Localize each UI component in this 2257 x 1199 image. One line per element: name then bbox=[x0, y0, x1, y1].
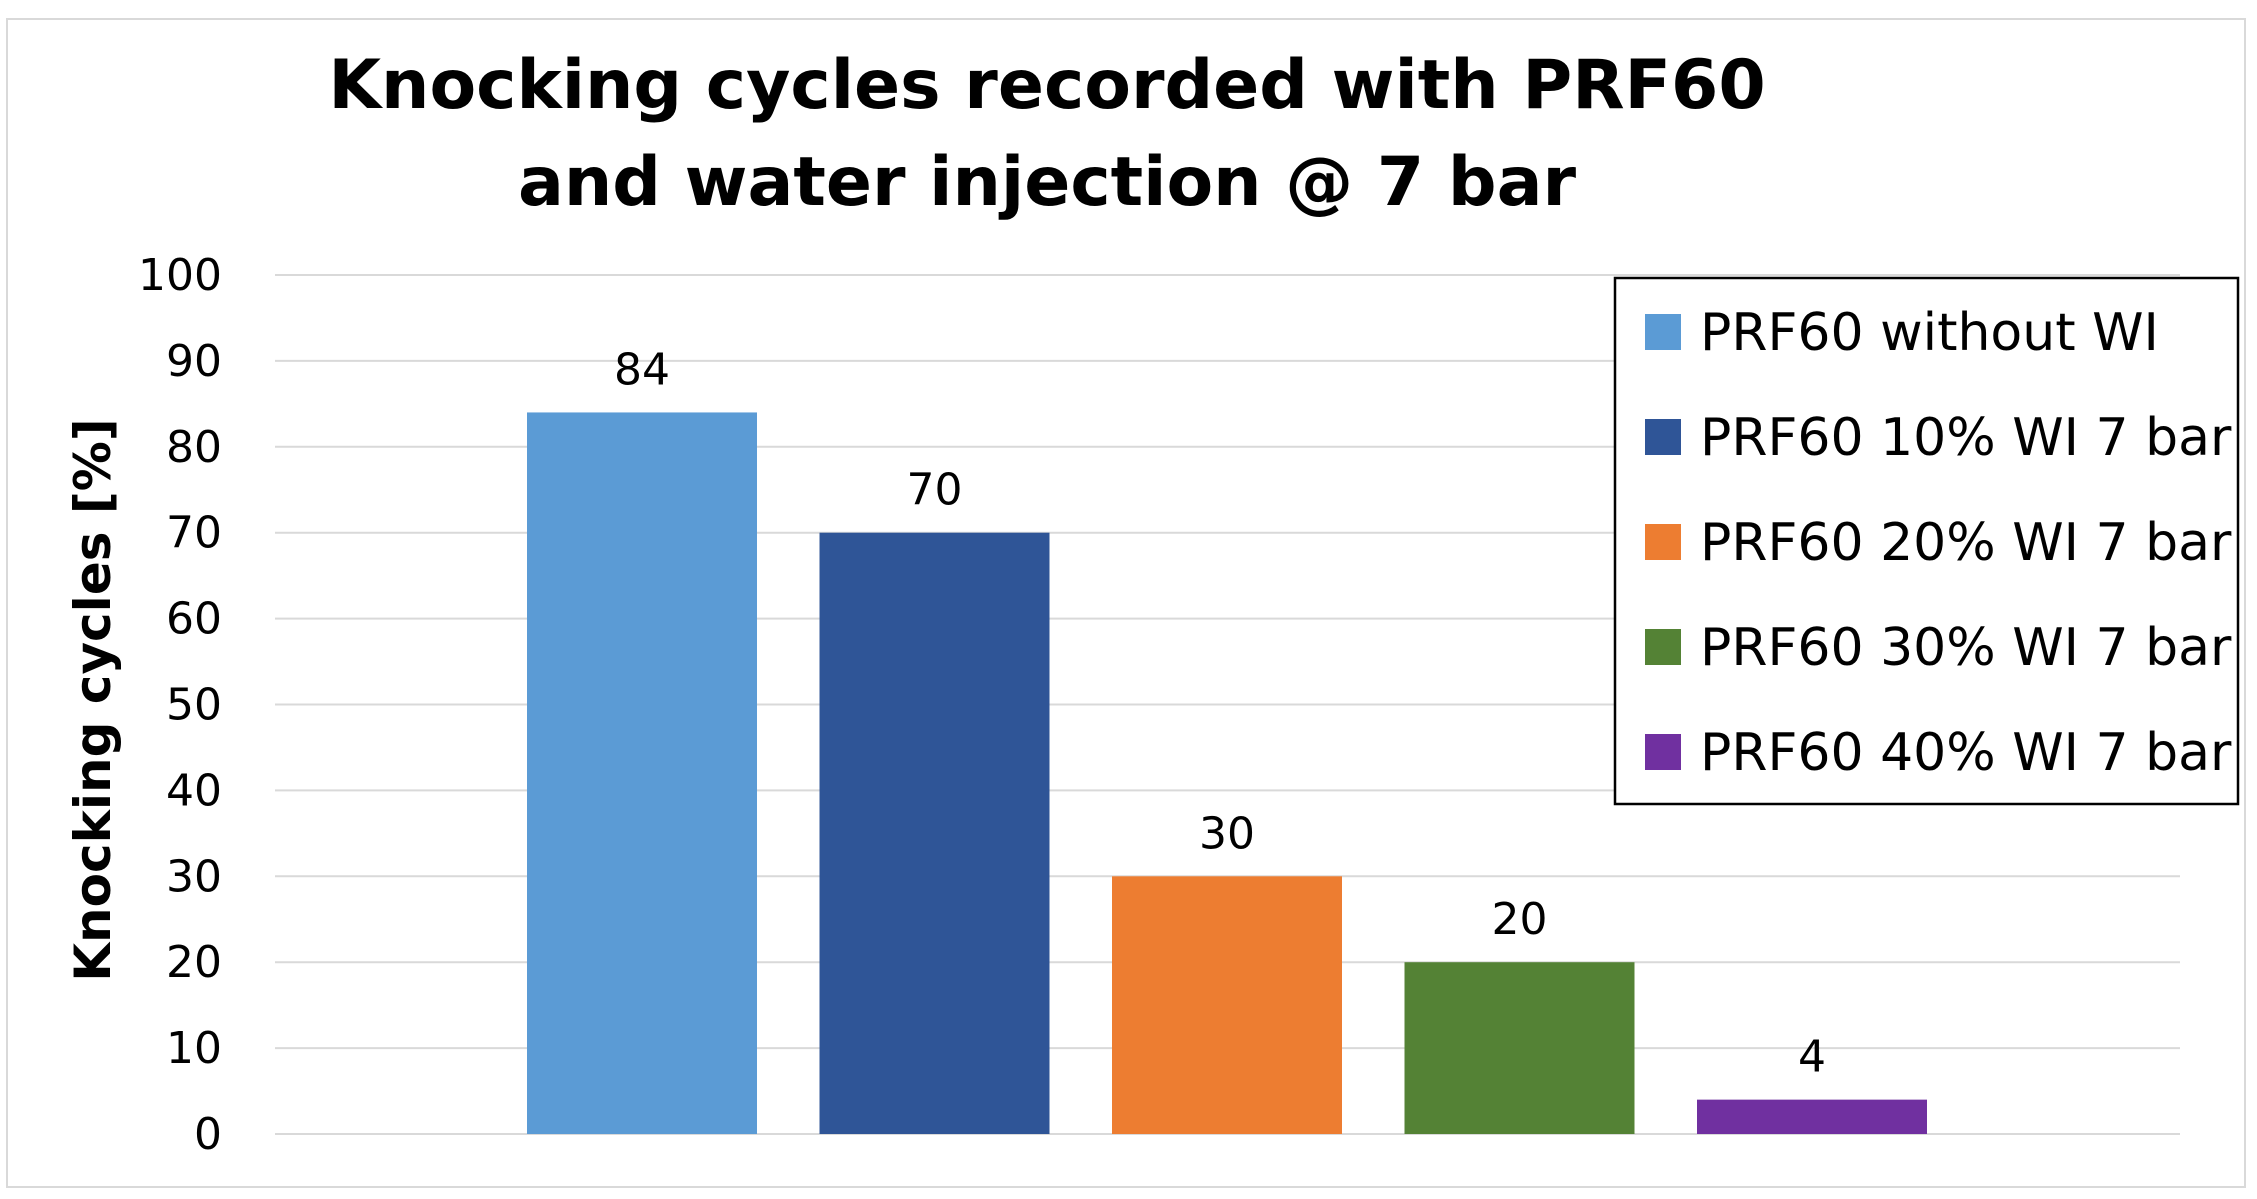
y-tick-label: 70 bbox=[166, 508, 222, 559]
legend-entry-label: PRF60 40% WI 7 bar bbox=[1700, 723, 2232, 783]
legend-swatch bbox=[1645, 419, 1681, 455]
bar-value-label: 70 bbox=[907, 465, 963, 516]
legend: PRF60 without WI PRF60 10% WI 7 bar PRF60 … bbox=[1613, 276, 2240, 806]
chart-title-line-1: Knocking cycles recorded with PRF60 bbox=[328, 46, 1765, 125]
y-tick-label: 90 bbox=[166, 336, 222, 387]
y-tick-label: 10 bbox=[166, 1023, 222, 1074]
y-tick-label: 0 bbox=[194, 1109, 222, 1160]
y-tick-label: 60 bbox=[166, 594, 222, 645]
bar bbox=[819, 532, 1050, 1134]
bar bbox=[1112, 876, 1342, 1134]
legend-entry-label: PRF60 10% WI 7 bar bbox=[1700, 408, 2232, 468]
y-tick-label: 100 bbox=[138, 250, 222, 301]
y-axis-label: Knocking cycles [%] bbox=[64, 418, 122, 981]
legend-entry-label: PRF60 30% WI 7 bar bbox=[1700, 618, 2232, 678]
legend-swatch bbox=[1645, 524, 1681, 560]
bar bbox=[1697, 1099, 1927, 1134]
y-tick-label: 30 bbox=[166, 851, 222, 902]
legend-swatch bbox=[1645, 629, 1681, 665]
y-tick-label: 50 bbox=[166, 680, 222, 731]
legend-swatch bbox=[1645, 734, 1681, 770]
bar-value-label: 4 bbox=[1798, 1032, 1826, 1083]
bar-value-label: 84 bbox=[614, 344, 670, 395]
bars bbox=[527, 412, 1927, 1134]
bar-value-label: 30 bbox=[1199, 808, 1255, 859]
chart-title: Knocking cycles recorded with PRF60 and … bbox=[328, 46, 1765, 222]
legend-entry-label: PRF60 20% WI 7 bar bbox=[1700, 513, 2232, 573]
y-tick-label: 80 bbox=[166, 422, 222, 473]
data-labels: 84 70 30 20 4 bbox=[614, 344, 1826, 1082]
bar bbox=[527, 412, 757, 1134]
bar-value-label: 20 bbox=[1492, 894, 1548, 945]
chart-title-line-2: and water injection @ 7 bar bbox=[518, 143, 1576, 222]
legend-swatch bbox=[1645, 314, 1681, 350]
legend-entry-label: PRF60 without WI bbox=[1700, 303, 2159, 363]
bar bbox=[1404, 962, 1635, 1134]
y-tick-label: 40 bbox=[166, 765, 222, 816]
y-axis-ticks: 0 10 20 30 40 50 60 70 80 90 100 bbox=[138, 250, 222, 1160]
y-tick-label: 20 bbox=[166, 937, 222, 988]
legend-box bbox=[1613, 276, 2240, 806]
